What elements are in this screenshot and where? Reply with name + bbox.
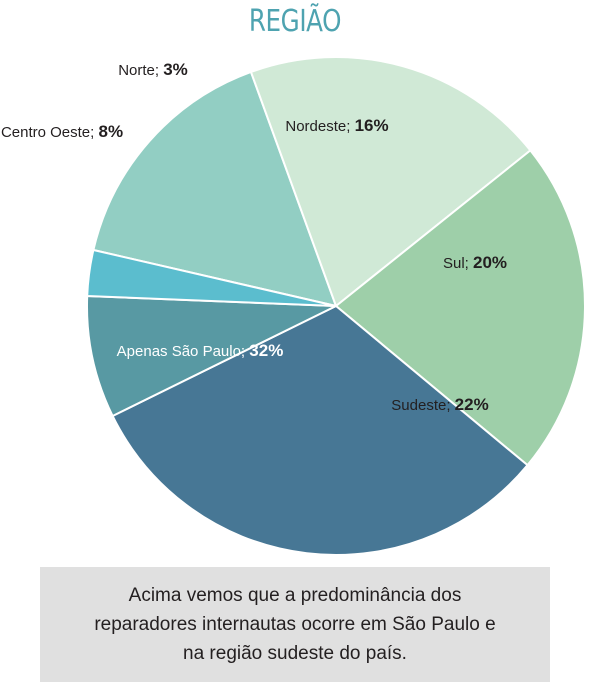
slice-category-label: Nordeste; bbox=[285, 118, 354, 135]
pie-slice-centro-oeste bbox=[86, 294, 337, 418]
caption-line-2: reparadores internautas ocorre em São Pa… bbox=[94, 614, 496, 635]
slice-value-label: 3% bbox=[163, 60, 188, 79]
chart-title: REGIÃO bbox=[248, 4, 342, 39]
slice-value-label: 20% bbox=[473, 253, 507, 272]
slice-category-label: Apenas São Paulo; bbox=[117, 343, 250, 360]
slice-value-label: 32% bbox=[249, 341, 283, 360]
pie-slice-apenas-sao-paulo bbox=[111, 304, 529, 556]
slice-value-label: 8% bbox=[98, 122, 123, 141]
pie-slice-sudeste bbox=[334, 148, 586, 467]
slice-label-sudeste: Sudeste; 22% bbox=[391, 395, 488, 414]
slice-category-label: Norte; bbox=[118, 62, 163, 79]
pie-slice-norte bbox=[86, 248, 337, 307]
slice-label-apenas-sao-paulo: Apenas São Paulo; 32% bbox=[117, 341, 284, 360]
slice-category-label: Centro Oeste; bbox=[1, 124, 99, 141]
caption-line-1: Acima vemos que a predominância dos bbox=[128, 585, 462, 606]
slice-label-sul: Sul; 20% bbox=[443, 253, 507, 272]
pie-chart: Nordeste; 16% Sul; 20% Sudeste; 22% Apenas … bbox=[1, 56, 586, 556]
pie-slice-nordeste bbox=[92, 70, 338, 308]
slice-value-label: 22% bbox=[455, 395, 489, 414]
caption-text: Acima vemos que a predominância dos repa… bbox=[94, 581, 495, 668]
slice-label-norte: Norte; 3% bbox=[118, 60, 188, 79]
slice-category-label: Sul; bbox=[443, 255, 473, 272]
slice-label-nordeste: Nordeste; 16% bbox=[285, 116, 388, 135]
pie-slice-sul bbox=[249, 56, 532, 308]
slice-value-label: 16% bbox=[355, 116, 389, 135]
caption-box: Acima vemos que a predominância dos repa… bbox=[40, 567, 550, 682]
slice-category-label: Sudeste; bbox=[391, 397, 454, 414]
caption-line-3: na região sudeste do país. bbox=[183, 643, 407, 664]
slice-label-centro-oeste: Centro Oeste; 8% bbox=[1, 122, 123, 141]
